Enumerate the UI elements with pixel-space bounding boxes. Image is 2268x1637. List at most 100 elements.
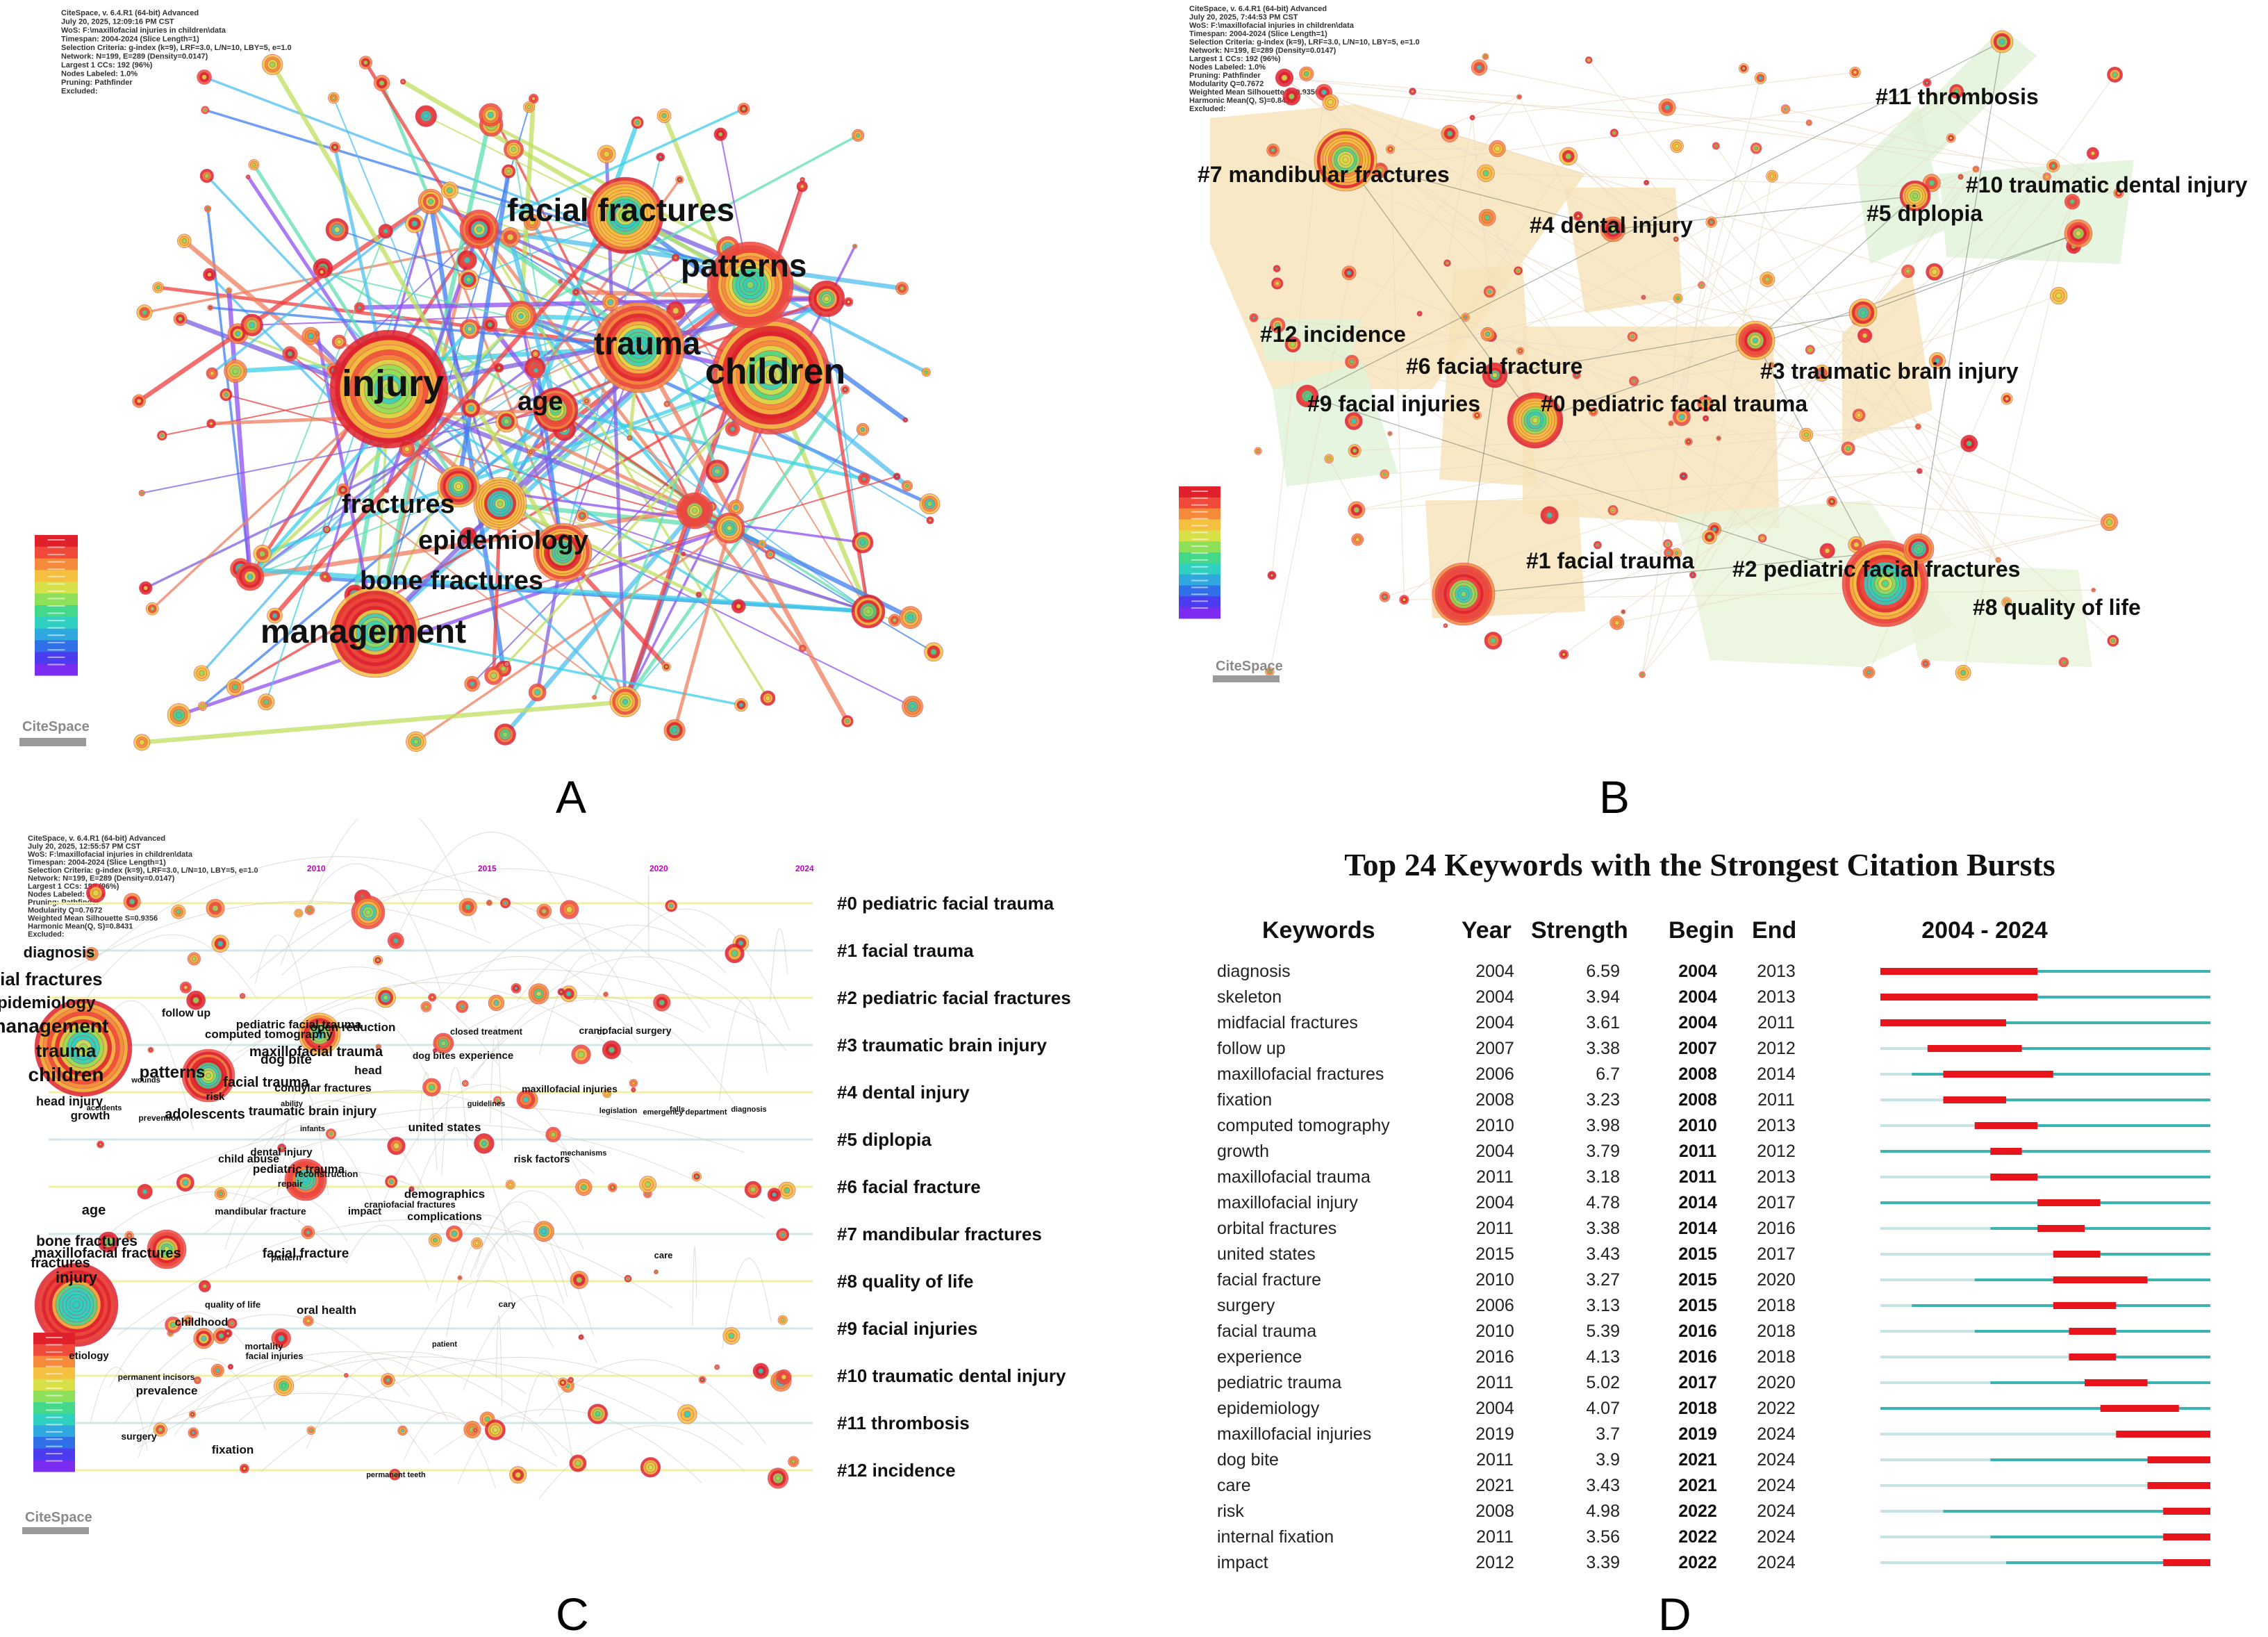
cooccurrence-arc — [417, 1072, 438, 1171]
node-ring — [1350, 331, 1352, 334]
network-edge — [1907, 169, 1977, 272]
network-node — [186, 990, 206, 1010]
timeline-keyword-label: permanent teeth — [366, 1471, 426, 1479]
network-node — [575, 1178, 593, 1196]
label-patterns: patterns — [681, 247, 806, 283]
network-node — [776, 1369, 792, 1385]
network-node — [1514, 266, 1523, 275]
burst-begin: 2016 — [1678, 1347, 1717, 1367]
node-ring — [487, 322, 493, 328]
network-edge — [478, 227, 628, 331]
meta-line: WoS: F:\maxillofacial injuries in childr… — [28, 850, 193, 859]
burst-keyword: united states — [1217, 1244, 1316, 1264]
burst-bar — [2147, 1482, 2210, 1489]
network-node — [165, 1316, 182, 1333]
network-node — [1705, 216, 1717, 228]
node-ring — [204, 173, 210, 179]
timeline-keyword-label: management — [0, 1015, 108, 1037]
network-node — [188, 1410, 197, 1418]
burst-strength: 4.13 — [1586, 1347, 1620, 1367]
burst-keyword: maxillofacial fractures — [1217, 1064, 1384, 1084]
panel-a-labels: facial fractures patterns trauma childre… — [260, 192, 845, 650]
legend-swatch — [35, 652, 78, 664]
meta-line: Timespan: 2004-2024 (Slice Length=1) — [28, 859, 166, 867]
network-node — [1478, 208, 1496, 227]
network-node — [808, 280, 845, 318]
burst-bar — [2163, 1533, 2210, 1540]
node-ring — [1418, 312, 1421, 315]
node-ring — [736, 603, 741, 609]
timeline-inactive — [1880, 1073, 1912, 1076]
network-node — [326, 1128, 337, 1140]
node-ring — [201, 1335, 207, 1342]
burst-end: 2017 — [1757, 1244, 1796, 1264]
node-ring — [467, 405, 474, 412]
network-node — [545, 1126, 561, 1143]
network-node — [1480, 327, 1495, 342]
network-edge — [520, 134, 859, 318]
burst-row: maxillofacial trauma 2011 3.18 2011 2013 — [1217, 1167, 2210, 1187]
node-ring — [1576, 214, 1580, 218]
network-node — [385, 1175, 398, 1188]
network-edge — [1641, 372, 1823, 675]
node-ring — [585, 400, 588, 403]
node-ring — [1678, 413, 1685, 420]
node-ring — [522, 1096, 529, 1103]
network-node — [1922, 78, 1932, 88]
network-node — [841, 715, 854, 727]
network-node — [1489, 140, 1506, 157]
burst-year: 2008 — [1475, 1090, 1514, 1110]
timeline-keyword-label: age — [82, 1203, 106, 1218]
node-ring — [1853, 541, 1860, 548]
label-children: children — [705, 352, 845, 392]
timeline-inactive — [1880, 1176, 1991, 1178]
network-edge — [1494, 312, 1864, 376]
node-ring — [139, 739, 145, 746]
node-ring — [1918, 470, 1921, 472]
network-node — [389, 1468, 401, 1481]
timeline-keyword-label: diagnosis — [731, 1105, 766, 1114]
node-ring — [581, 1184, 587, 1191]
burst-keyword: dog bite — [1217, 1450, 1279, 1470]
network-node — [1594, 541, 1602, 550]
legend-swatch — [1179, 552, 1220, 564]
meta-line: Nodes Labeled: 1.0% — [28, 891, 104, 899]
cooccurrence-arc — [346, 1224, 430, 1291]
node-ring — [1490, 637, 1496, 644]
node-ring — [603, 151, 610, 158]
network-edge — [1848, 74, 2116, 449]
node-ring — [659, 155, 663, 159]
network-node — [446, 1225, 463, 1242]
burst-begin: 2022 — [1678, 1553, 1717, 1572]
node-ring — [158, 1426, 163, 1432]
network-node — [1348, 501, 1366, 519]
burst-begin: 2018 — [1678, 1399, 1717, 1418]
node-ring — [196, 1379, 199, 1382]
network-node — [533, 1221, 554, 1242]
network-node — [665, 899, 677, 912]
network-node — [227, 1363, 234, 1370]
timeline-keyword-label: care — [654, 1250, 673, 1260]
legend-swatch — [33, 1413, 75, 1426]
network-node — [1757, 534, 1767, 543]
network-node — [1324, 454, 1334, 463]
network-node — [1609, 615, 1625, 630]
cooccurrence-arc — [718, 997, 768, 1102]
burst-bar — [1927, 1045, 2022, 1052]
timeline-keyword-label: fixation — [212, 1443, 254, 1456]
network-node — [1955, 664, 1971, 681]
timeline-keyword-label: mortality — [245, 1341, 284, 1351]
timeline-keyword-label: oral health — [297, 1303, 356, 1317]
node-ring — [433, 1237, 438, 1243]
network-node — [1351, 533, 1364, 546]
burst-begin: 2010 — [1678, 1116, 1717, 1135]
node-ring — [465, 532, 472, 539]
node-ring — [1632, 379, 1636, 383]
node-ring — [459, 1004, 465, 1009]
node-ring — [550, 1132, 556, 1137]
network-node — [1673, 236, 1679, 242]
burst-bar — [2069, 1328, 2117, 1335]
node-ring — [277, 1335, 285, 1342]
burst-table-title: Top 24 Keywords with the Strongest Citat… — [1344, 847, 2055, 882]
network-node — [843, 297, 854, 307]
